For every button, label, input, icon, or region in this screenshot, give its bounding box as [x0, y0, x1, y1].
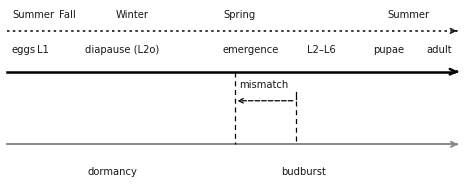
Text: budburst: budburst — [282, 167, 327, 177]
Text: diapause (L2o): diapause (L2o) — [85, 45, 159, 55]
Text: L1: L1 — [36, 45, 48, 55]
Text: mismatch: mismatch — [239, 80, 289, 90]
Text: Spring: Spring — [223, 10, 255, 20]
Text: Fall: Fall — [59, 10, 76, 20]
Text: dormancy: dormancy — [87, 167, 137, 177]
Text: Summer: Summer — [387, 10, 429, 20]
Text: adult: adult — [427, 45, 452, 55]
Text: L2–L6: L2–L6 — [307, 45, 336, 55]
Text: pupae: pupae — [373, 45, 404, 55]
Text: Winter: Winter — [115, 10, 148, 20]
Text: eggs: eggs — [11, 45, 36, 55]
Text: emergence: emergence — [223, 45, 279, 55]
Text: Summer: Summer — [12, 10, 54, 20]
